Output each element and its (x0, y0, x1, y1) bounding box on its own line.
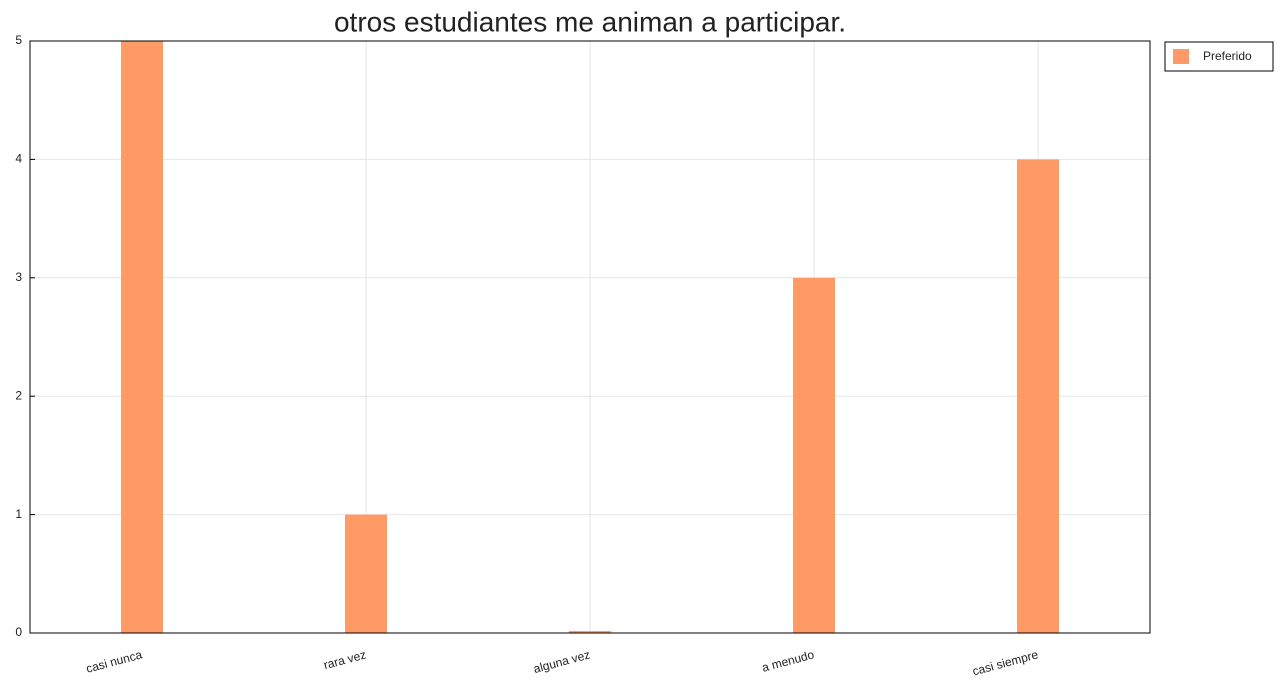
x-tick-label: rara vez (322, 647, 368, 672)
y-tick-label: 5 (15, 33, 22, 47)
legend-label: Preferido (1203, 49, 1252, 63)
legend-box (1164, 41, 1274, 72)
bar (569, 631, 611, 633)
x-tick-label: casi siempre (971, 647, 1040, 678)
plot-frame (29, 40, 1151, 634)
legend-swatch (1173, 49, 1189, 64)
y-tick-label: 1 (15, 507, 22, 521)
y-tick-label: 0 (15, 625, 22, 639)
bar (121, 41, 163, 633)
x-tick-label: casi nunca (85, 647, 144, 675)
bar (1017, 159, 1059, 633)
y-tick-label: 4 (15, 152, 22, 166)
y-tick-label: 3 (15, 270, 22, 284)
x-tick-label: a menudo (760, 647, 815, 674)
bar (345, 514, 387, 633)
y-tick-label: 2 (15, 388, 22, 402)
x-tick-label: alguna vez (532, 647, 592, 676)
bar (793, 277, 835, 633)
chart-title: otros estudiantes me animan a participar… (334, 6, 846, 37)
